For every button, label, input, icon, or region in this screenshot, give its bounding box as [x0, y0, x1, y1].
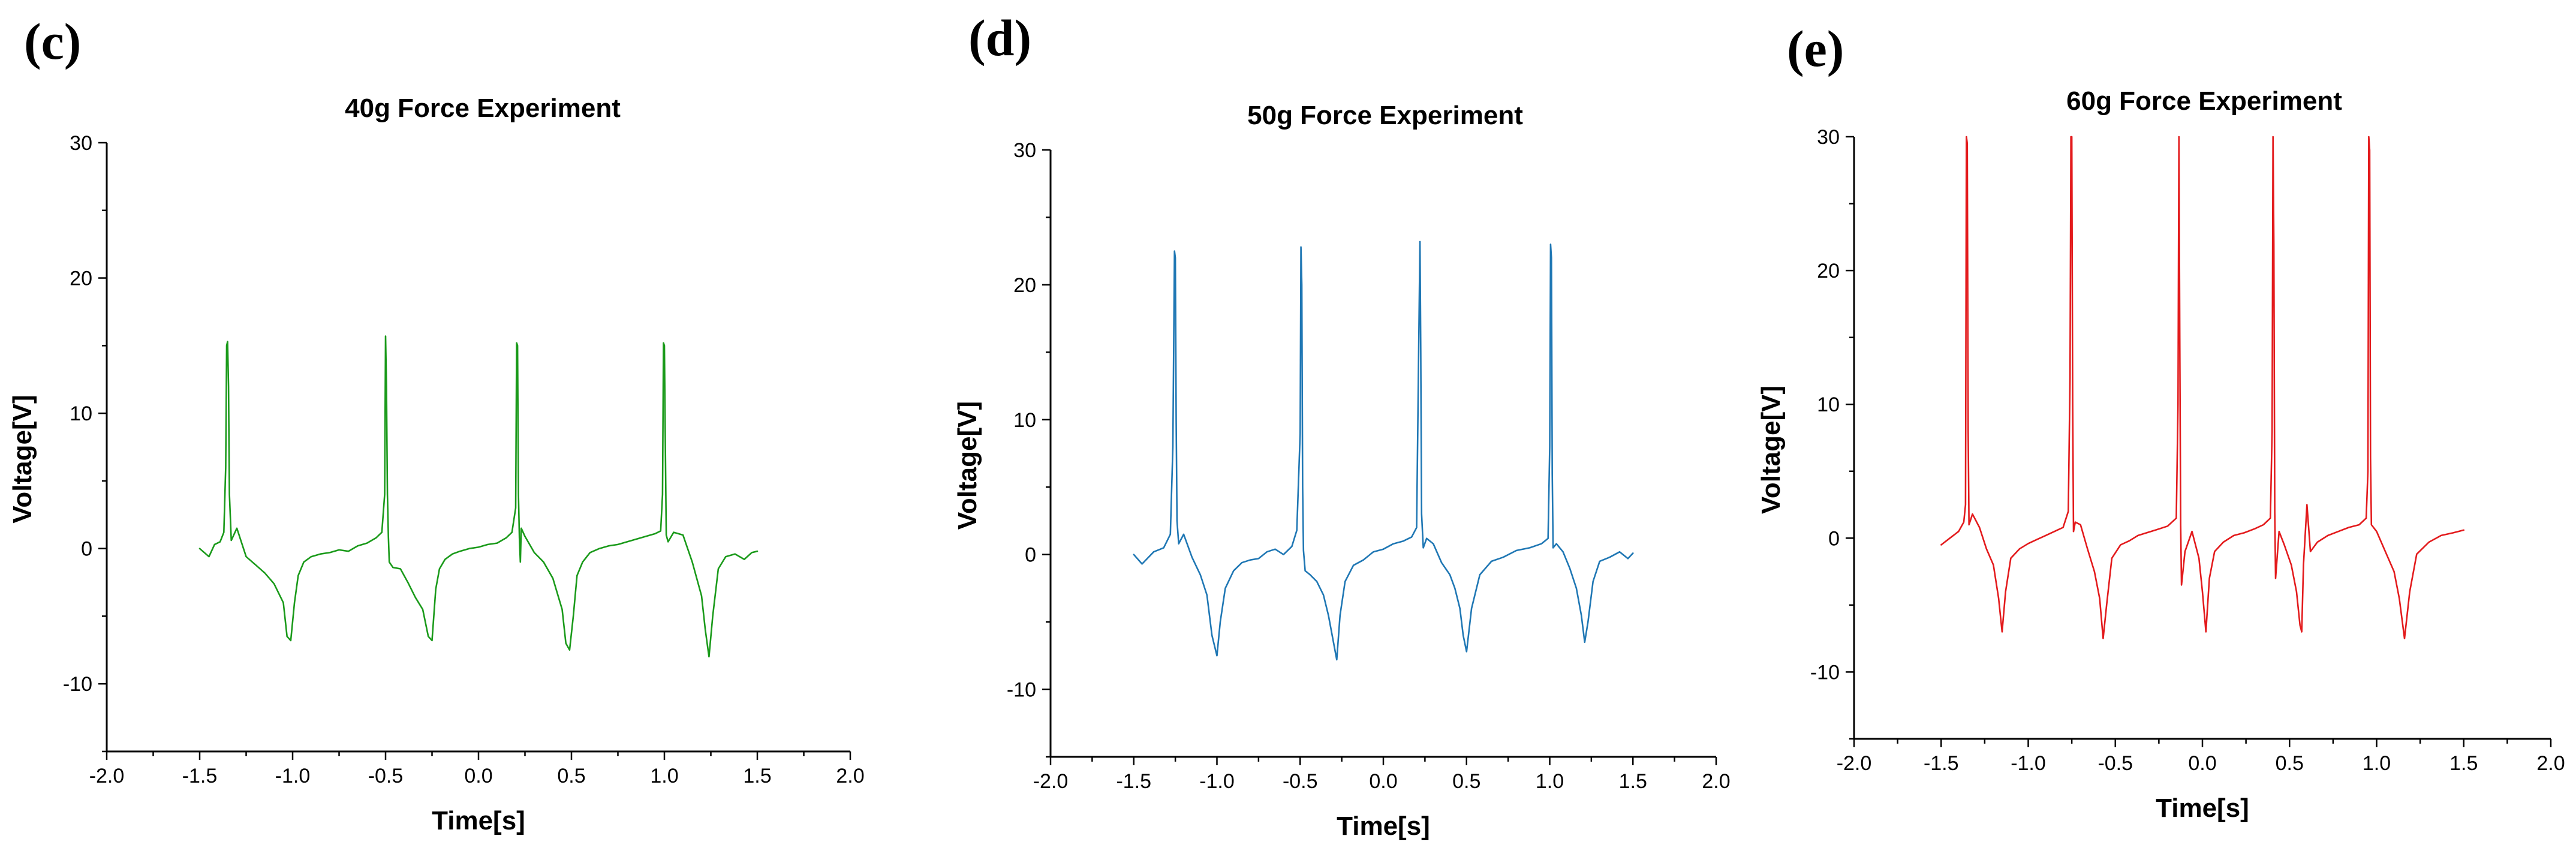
- panel-e: (e) 60g Force Experiment -2.0 -1.5 -1.0 -0.5…: [1756, 20, 2565, 823]
- y-tick-label: 10: [70, 402, 92, 425]
- panel-label: (e): [1787, 20, 1844, 77]
- panel-label: (d): [968, 9, 1031, 67]
- y-tick-label: 10: [1817, 393, 1840, 416]
- y-tick-label: 30: [70, 132, 92, 155]
- series-line-40g: [198, 335, 759, 658]
- x-tick-label: -1.5: [1116, 770, 1151, 793]
- x-tick-label: -1.0: [275, 765, 311, 787]
- x-tick-label: -0.5: [2097, 752, 2133, 775]
- x-tick-label: 1.0: [2363, 752, 2391, 775]
- x-tick-label: 0.5: [557, 765, 585, 787]
- y-tick-label: 30: [1817, 126, 1840, 149]
- x-tick-label: 1.0: [1536, 770, 1564, 793]
- x-tick-label: -1.0: [2011, 752, 2046, 775]
- x-tick-label: 0.0: [2188, 752, 2216, 775]
- x-tick-label: -1.0: [1199, 770, 1235, 793]
- panel-d: (d) 50g Force Experiment -2.0 -1.5 -1.0 -0.5…: [953, 9, 1731, 841]
- y-tick-label: 0: [1025, 544, 1036, 567]
- y-tick-label: 20: [70, 267, 92, 290]
- x-tick-label: 0.5: [2276, 752, 2304, 775]
- y-tick-label: 10: [1013, 409, 1036, 432]
- y-tick-label: 20: [1817, 260, 1840, 282]
- y-tick-label: -10: [1810, 661, 1840, 684]
- y-axis-label: Voltage[V]: [953, 401, 982, 530]
- x-axis-label: Time[s]: [2156, 793, 2249, 823]
- chart-title: 60g Force Experiment: [2066, 86, 2342, 116]
- x-tick-label: 0.0: [1369, 770, 1397, 793]
- x-tick-label: -1.5: [182, 765, 218, 787]
- series-line-60g: [1940, 136, 2465, 639]
- x-tick-label: 2.0: [2536, 752, 2565, 775]
- y-axis-label: Voltage[V]: [1756, 386, 1786, 514]
- x-tick-label: -2.0: [1033, 770, 1069, 793]
- x-axis-label: Time[s]: [1337, 811, 1430, 841]
- y-axis-label: Voltage[V]: [8, 395, 37, 523]
- chart-title: 50g Force Experiment: [1247, 101, 1523, 130]
- x-tick-label: 1.5: [2449, 752, 2478, 775]
- y-tick-label: 30: [1013, 139, 1036, 162]
- x-tick-label: 1.5: [1619, 770, 1647, 793]
- panel-label: (c): [24, 13, 81, 70]
- x-tick-label: 2.0: [836, 765, 864, 787]
- x-tick-label: 2.0: [1702, 770, 1730, 793]
- x-tick-label: -2.0: [89, 765, 125, 787]
- x-tick-label: 0.0: [464, 765, 492, 787]
- y-tick-label: -10: [1007, 679, 1036, 702]
- x-tick-label: 0.5: [1452, 770, 1480, 793]
- x-tick-label: -0.5: [1283, 770, 1318, 793]
- x-tick-label: -0.5: [368, 765, 404, 787]
- y-tick-label: 20: [1013, 274, 1036, 297]
- x-tick-label: -2.0: [1837, 752, 1872, 775]
- series-line-50g: [1133, 240, 1634, 661]
- x-tick-label: 1.5: [743, 765, 771, 787]
- chart-title: 40g Force Experiment: [345, 94, 621, 123]
- y-tick-label: -10: [63, 673, 92, 696]
- y-tick-label: 0: [1828, 527, 1840, 550]
- x-axis-label: Time[s]: [432, 806, 525, 835]
- x-tick-label: -1.5: [1924, 752, 1959, 775]
- x-tick-label: 1.0: [650, 765, 678, 787]
- y-tick-label: 0: [81, 538, 92, 561]
- panel-c: (c) 40g Force Experiment -2.0 -1.5 -1.0 -0.5…: [8, 13, 865, 835]
